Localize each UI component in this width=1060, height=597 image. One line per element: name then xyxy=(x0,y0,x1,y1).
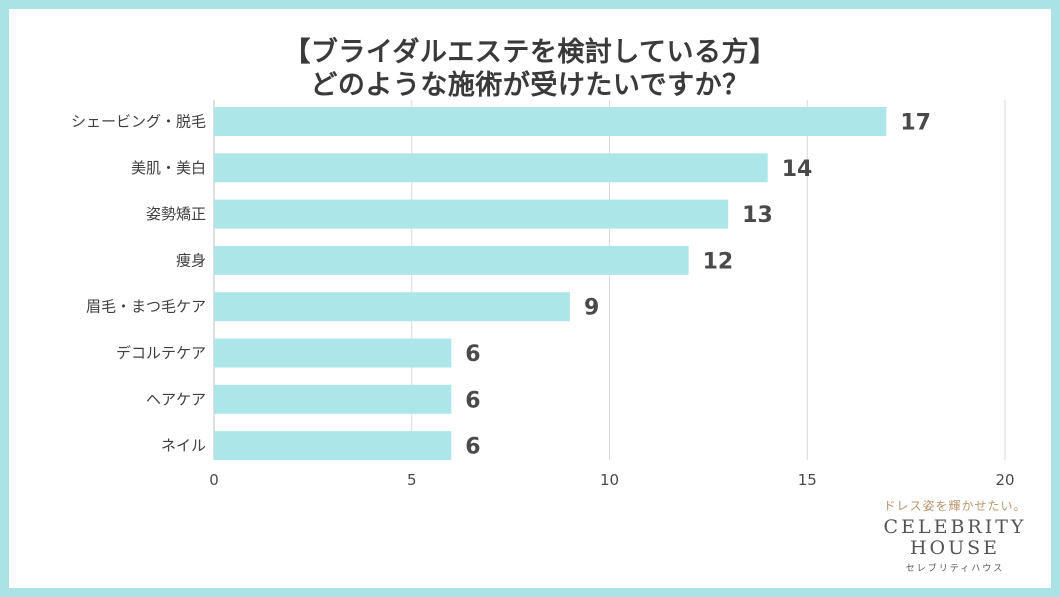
category-label-0: シェービング・脱毛 xyxy=(71,113,206,131)
brand-tagline: ドレス姿を輝かせたい。 xyxy=(883,499,1027,513)
brand-name-line2: HOUSE xyxy=(909,537,1001,559)
bar-4 xyxy=(214,292,570,322)
category-label-6: ヘアケア xyxy=(146,390,206,408)
value-label-3: 12 xyxy=(703,249,734,274)
category-label-4: 眉毛・まつ毛ケア xyxy=(86,298,206,316)
bar-5 xyxy=(214,338,452,368)
category-label-5: デコルテケア xyxy=(116,344,206,362)
bar-1 xyxy=(214,153,768,183)
value-label-2: 13 xyxy=(742,203,773,228)
bar-3 xyxy=(214,245,689,275)
brand-name: CELEBRITY HOUSE xyxy=(880,517,1030,559)
brand-logo: ドレス姿を輝かせたい。 CELEBRITY HOUSE セレブリティハウス xyxy=(880,497,1030,574)
value-label-6: 6 xyxy=(465,388,480,413)
bar-2 xyxy=(214,199,729,229)
value-label-1: 14 xyxy=(782,157,813,182)
category-label-3: 痩身 xyxy=(176,251,206,269)
x-tick-label-10: 10 xyxy=(600,471,619,489)
value-label-5: 6 xyxy=(465,342,480,367)
x-tick-label-0: 0 xyxy=(209,471,219,489)
x-tick-label-15: 15 xyxy=(798,471,817,489)
x-tick-label-5: 5 xyxy=(407,471,417,489)
x-tick-label-20: 20 xyxy=(995,471,1014,489)
brand-name-line1: CELEBRITY xyxy=(883,516,1027,538)
chart-title-line1: 【ブライダルエステを検討している方】 xyxy=(283,37,777,68)
category-label-2: 姿勢矯正 xyxy=(146,205,206,223)
brand-subtitle: セレブリティハウス xyxy=(905,564,1005,574)
bar-7 xyxy=(214,431,452,461)
category-label-1: 美肌・美白 xyxy=(131,159,206,177)
bar-6 xyxy=(214,384,452,414)
category-label-7: ネイル xyxy=(161,437,206,455)
value-label-4: 9 xyxy=(584,296,599,321)
chart-title-line2: どのような施術が受けたいですか？ xyxy=(310,70,750,101)
value-label-0: 17 xyxy=(900,111,931,136)
value-label-7: 6 xyxy=(465,435,480,460)
bar-0 xyxy=(214,107,887,136)
